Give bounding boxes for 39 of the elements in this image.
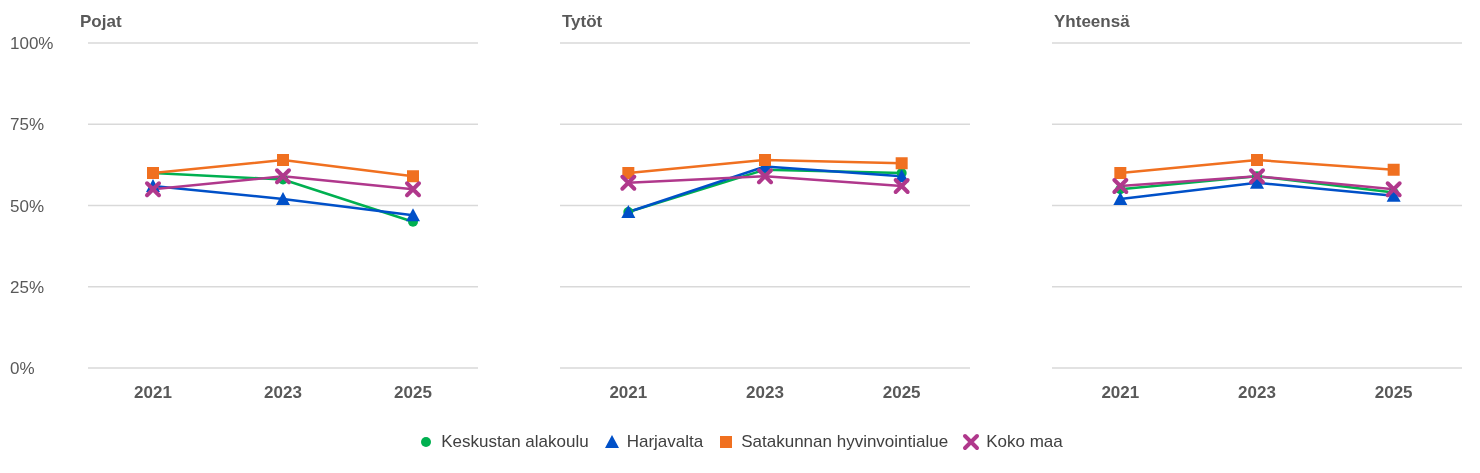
point <box>1385 181 1402 198</box>
point <box>406 208 420 222</box>
chart-title: Pojat <box>80 12 122 32</box>
chart-title: Tytöt <box>562 12 603 32</box>
chart-title: Yhteensä <box>1054 12 1130 32</box>
legend-label: Keskustan alakoulu <box>441 432 589 452</box>
point <box>407 170 419 183</box>
point <box>757 168 773 185</box>
x-tick-label: 2021 <box>609 383 648 403</box>
point <box>893 178 910 194</box>
point <box>276 192 290 205</box>
point <box>1112 178 1129 194</box>
y-tick-label: 75% <box>10 115 45 135</box>
x-tick-label: 2021 <box>1101 383 1140 403</box>
x-tick-label: 2025 <box>394 383 432 403</box>
y-tick-label: 25% <box>10 277 45 297</box>
x-tick-label: 2025 <box>1374 383 1413 403</box>
x-tick-label: 2025 <box>882 383 921 403</box>
legend-label: Satakunnan hyvinvointialue <box>741 432 949 452</box>
point <box>145 181 161 198</box>
point <box>275 168 291 185</box>
y-tick-label: 0% <box>10 359 35 379</box>
y-tick-label: 100% <box>10 34 54 54</box>
point <box>1114 167 1127 179</box>
x-tick-label: 2023 <box>264 383 302 403</box>
legend-label: Koko maa <box>986 432 1063 452</box>
point <box>1251 154 1263 166</box>
point <box>895 157 908 170</box>
point <box>277 154 289 166</box>
x-tick-label: 2021 <box>134 383 172 403</box>
point <box>620 174 637 191</box>
point <box>1387 163 1400 176</box>
point <box>759 154 771 166</box>
x-tick-label: 2023 <box>746 383 784 403</box>
x-tick-label: 2023 <box>1238 383 1276 403</box>
legend-label: Harjavalta <box>626 432 704 452</box>
y-tick-label: 50% <box>10 196 45 216</box>
point <box>1113 192 1128 205</box>
point <box>405 181 421 198</box>
